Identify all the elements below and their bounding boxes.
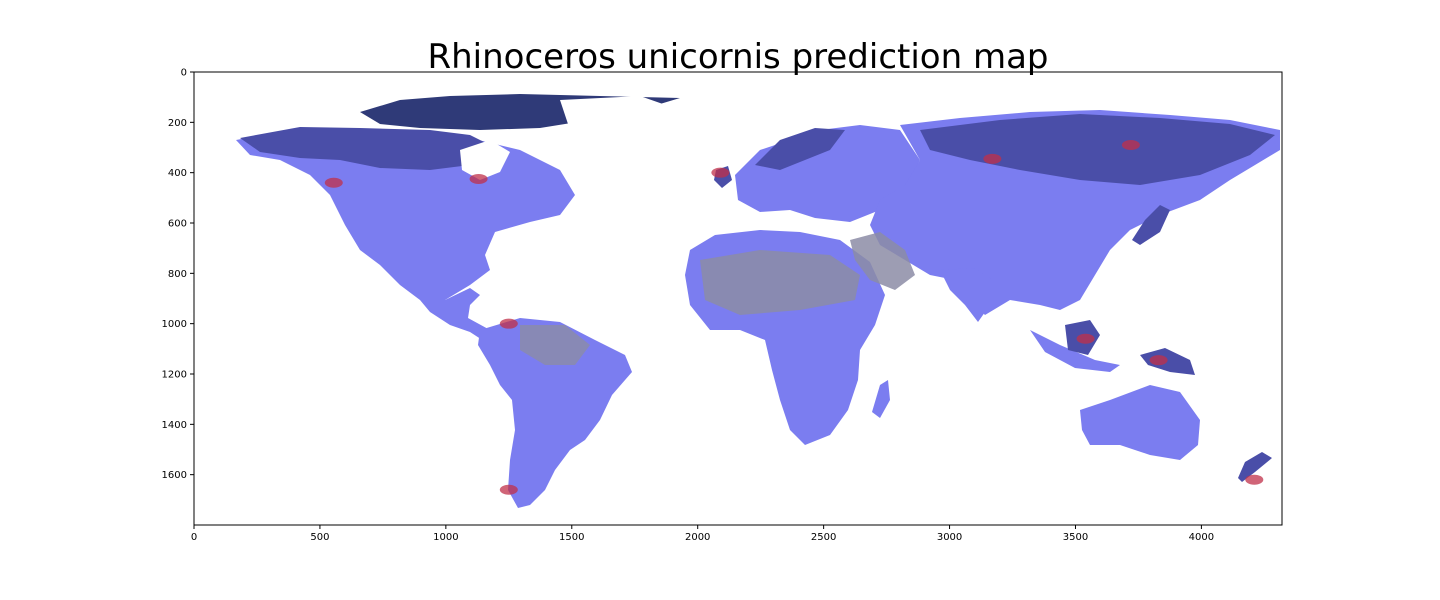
x-tick-label: 3000 <box>937 532 962 543</box>
y-axis: 0 200 400 600 800 1000 1200 1400 1600 <box>162 68 194 481</box>
hotspot-mark <box>469 173 488 184</box>
y-tick-label: 0 <box>181 68 187 79</box>
region-siberia-dark <box>920 114 1275 185</box>
hotspot-layer <box>324 139 1264 495</box>
landmass-greenland <box>560 96 680 165</box>
y-tick-label: 1000 <box>162 319 187 330</box>
hotspot-mark <box>1121 139 1140 150</box>
landmass-hudson-bay <box>460 140 510 180</box>
landmass-canada-north <box>240 127 500 170</box>
hotspot-mark <box>499 484 518 495</box>
x-tick-label: 3500 <box>1063 532 1088 543</box>
x-tick-label: 4000 <box>1189 532 1214 543</box>
x-tick-label: 500 <box>310 532 329 543</box>
landmass-madagascar <box>872 380 890 418</box>
landmass-scandinavia <box>755 128 845 170</box>
hotspot-mark <box>711 167 730 178</box>
y-tick-label: 600 <box>168 219 187 230</box>
landmass-new-zealand <box>1238 452 1272 482</box>
y-tick-label: 1200 <box>162 370 187 381</box>
hotspot-mark <box>1245 474 1264 485</box>
hotspot-mark <box>1076 333 1095 344</box>
y-tick-label: 1400 <box>162 420 187 431</box>
landmass-india <box>940 268 1000 322</box>
plot-frame <box>193 71 1283 526</box>
map-area <box>236 94 1280 508</box>
x-tick-label: 1500 <box>559 532 584 543</box>
x-tick-label: 0 <box>191 532 197 543</box>
x-tick-label: 1000 <box>433 532 458 543</box>
y-tick-label: 1600 <box>162 470 187 481</box>
x-tick-label: 2500 <box>811 532 836 543</box>
y-tick-label: 800 <box>168 269 187 280</box>
landmass-australia <box>1080 385 1200 460</box>
hotspot-mark <box>1149 355 1168 366</box>
hotspot-mark <box>499 318 518 329</box>
chart-title: Rhinoceros unicornis prediction map <box>428 37 1049 77</box>
landmass-indonesia <box>1030 330 1120 372</box>
region-sahara-grey <box>700 250 860 315</box>
landmass-japan <box>1132 205 1170 245</box>
y-tick-label: 200 <box>168 118 187 129</box>
region-amazon-grey <box>520 325 590 365</box>
x-tick-label: 2000 <box>685 532 710 543</box>
landmass-south-america <box>478 318 632 508</box>
x-axis: 0 500 1000 1500 2000 2500 3000 3500 4000 <box>191 525 1214 543</box>
hotspot-mark <box>324 177 343 188</box>
hotspot-mark <box>983 153 1002 164</box>
landmass-new-guinea <box>1140 348 1195 375</box>
y-tick-label: 400 <box>168 168 187 179</box>
region-arabia-grey <box>850 232 915 290</box>
